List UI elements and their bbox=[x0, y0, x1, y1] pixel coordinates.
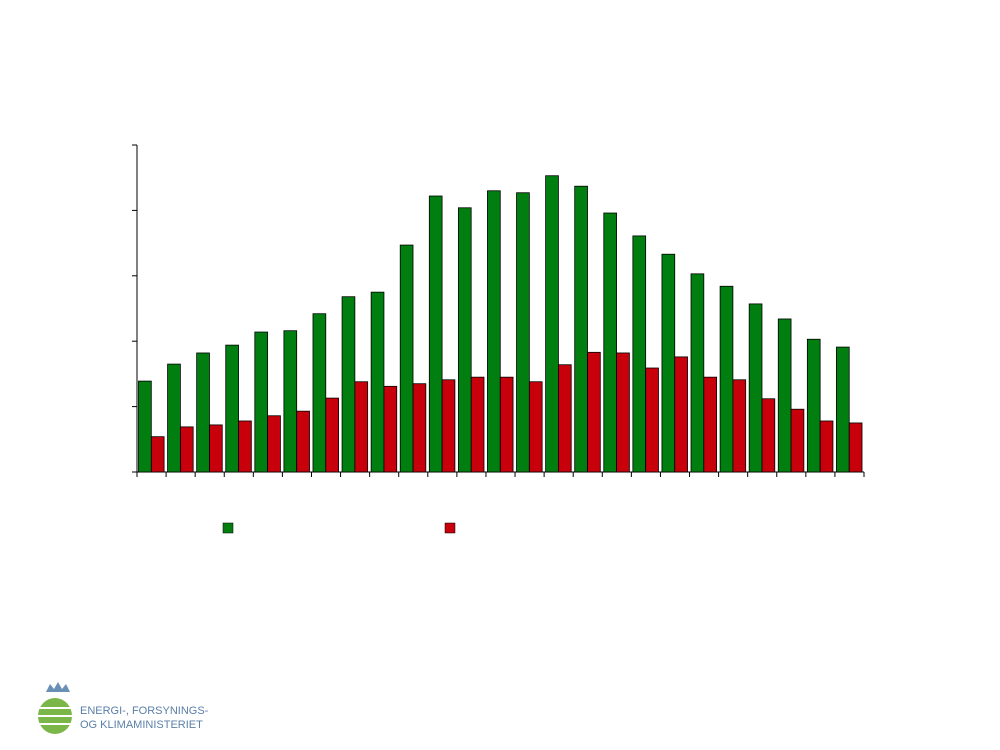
bar bbox=[690, 273, 705, 473]
logo-text: ENERGI-, FORSYNINGS- bbox=[80, 705, 209, 717]
bar bbox=[412, 383, 427, 473]
bar bbox=[470, 376, 485, 473]
bar bbox=[296, 410, 310, 473]
bar bbox=[341, 296, 356, 473]
bar bbox=[819, 420, 834, 473]
bar bbox=[399, 244, 414, 473]
bar bbox=[487, 190, 501, 473]
bar bbox=[150, 436, 165, 473]
bar bbox=[661, 253, 676, 473]
legend-swatch bbox=[222, 522, 234, 534]
bar bbox=[574, 185, 588, 473]
bar bbox=[732, 379, 747, 473]
bar bbox=[179, 426, 194, 473]
bar bbox=[383, 385, 398, 473]
bar bbox=[457, 207, 472, 473]
logo-text: OG KLIMAMINISTERIET bbox=[80, 719, 203, 731]
bar bbox=[836, 346, 850, 473]
bar bbox=[428, 195, 443, 473]
bar bbox=[441, 379, 456, 473]
bar bbox=[603, 212, 617, 473]
bar bbox=[167, 363, 181, 473]
bar bbox=[587, 351, 601, 473]
bar bbox=[254, 331, 269, 473]
bar bbox=[790, 408, 805, 473]
crown-icon bbox=[46, 682, 70, 692]
bar bbox=[777, 318, 792, 473]
bar bbox=[370, 291, 385, 473]
bar bbox=[748, 303, 763, 473]
bar bbox=[616, 352, 630, 473]
bar bbox=[283, 330, 298, 473]
bar bbox=[267, 415, 281, 473]
bar bbox=[528, 381, 543, 473]
globe-stripes bbox=[38, 707, 72, 725]
bar bbox=[545, 175, 559, 473]
bar bbox=[645, 367, 659, 473]
bar bbox=[848, 422, 863, 473]
bar bbox=[516, 192, 530, 473]
logo-mark bbox=[38, 682, 72, 734]
bar bbox=[558, 364, 572, 473]
bar bbox=[761, 398, 776, 473]
bar bbox=[138, 380, 152, 473]
bar bbox=[354, 381, 369, 473]
bar bbox=[196, 352, 210, 473]
bar bbox=[312, 313, 327, 473]
legend-swatch bbox=[444, 522, 456, 534]
bar bbox=[325, 397, 339, 473]
bar bbox=[209, 424, 223, 473]
bar bbox=[719, 285, 734, 473]
bar bbox=[674, 356, 688, 473]
bar bbox=[225, 344, 239, 473]
bar bbox=[806, 338, 821, 473]
bar bbox=[703, 376, 718, 473]
bar bbox=[632, 235, 647, 473]
bar bbox=[238, 420, 252, 473]
bar bbox=[499, 376, 514, 473]
